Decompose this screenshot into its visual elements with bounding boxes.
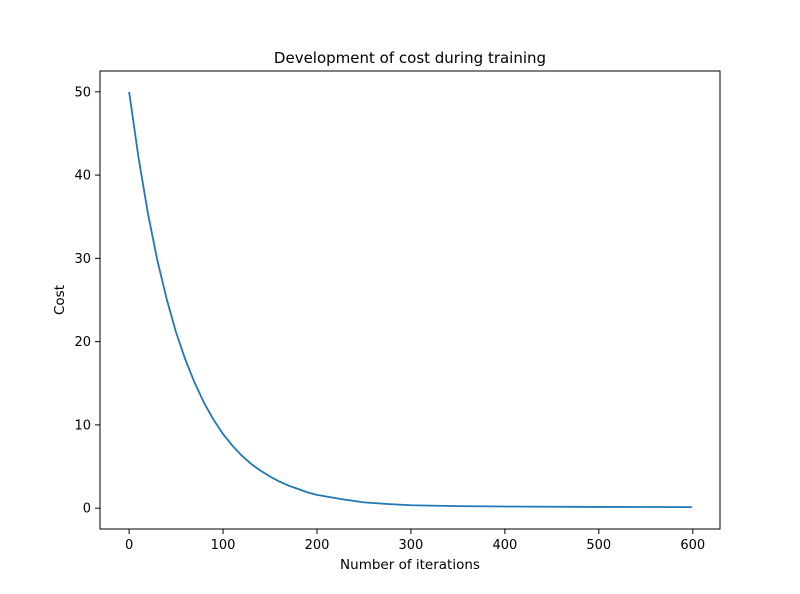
plot-area: 0 100 200 300 400 500 600 0 10 20 30 40 50 <box>74 70 721 553</box>
y-tick-label: 20 <box>74 335 91 350</box>
y-tick-label: 50 <box>74 85 91 100</box>
x-axis-ticks: 0 100 200 300 400 500 600 <box>125 529 705 553</box>
x-axis-label: Number of iterations <box>340 557 480 573</box>
chart-title: Development of cost during training <box>274 49 546 67</box>
x-tick-label: 300 <box>399 538 424 553</box>
y-tick-label: 0 <box>83 502 91 517</box>
x-tick-label: 500 <box>586 538 611 553</box>
x-tick-label: 200 <box>305 538 330 553</box>
x-tick-label: 0 <box>125 538 133 553</box>
x-tick-label: 100 <box>211 538 236 553</box>
x-tick-label: 400 <box>492 538 517 553</box>
y-axis-ticks: 0 10 20 30 40 50 <box>74 85 100 517</box>
y-tick-label: 10 <box>74 418 91 433</box>
x-tick-label: 600 <box>680 538 705 553</box>
plot-frame <box>99 70 721 530</box>
y-tick-label: 30 <box>74 252 91 267</box>
series-line-0 <box>128 91 692 508</box>
y-axis-label: Cost <box>52 285 68 315</box>
y-tick-label: 40 <box>74 169 91 184</box>
series-layer <box>128 91 692 508</box>
